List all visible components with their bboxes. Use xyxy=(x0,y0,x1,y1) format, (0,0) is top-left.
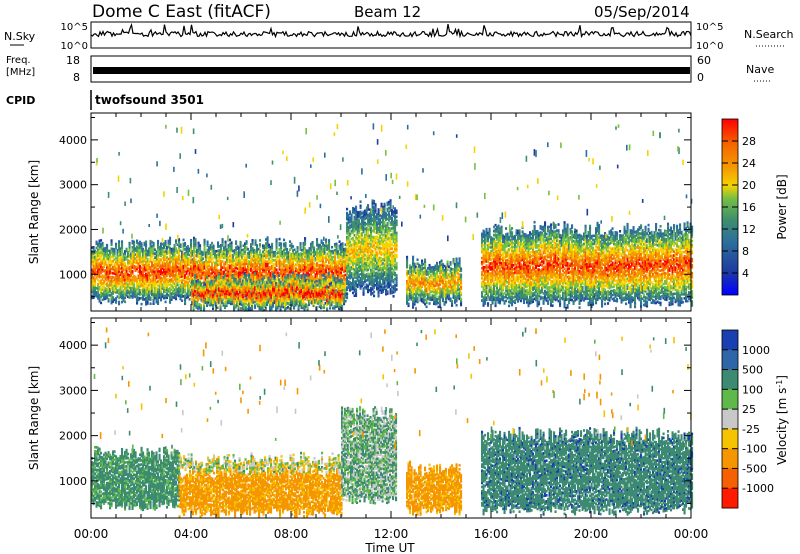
data-cell xyxy=(235,240,237,243)
data-cell xyxy=(150,302,152,305)
data-cell xyxy=(231,241,233,244)
nsearch-tick-top: 10^5 xyxy=(696,22,723,33)
data-cell xyxy=(121,240,123,243)
data-cell xyxy=(180,243,182,246)
data-cell xyxy=(108,298,110,301)
data-cell xyxy=(229,239,231,242)
data-cell xyxy=(211,242,213,245)
data-cell xyxy=(184,242,186,245)
nsearch-tick-bottom: 10^0 xyxy=(696,41,723,52)
data-cell xyxy=(252,239,254,242)
data-cell xyxy=(247,248,249,251)
data-cell xyxy=(169,237,171,240)
data-cell xyxy=(93,246,95,249)
freq-tick-bottom: 8 xyxy=(73,71,80,84)
data-cell xyxy=(207,241,209,244)
data-cell xyxy=(213,245,215,248)
station-title: Dome C East (fitACF) xyxy=(92,2,271,22)
cpid-panel: CPID twofsound 3501 xyxy=(6,90,204,110)
rti-figure: Dome C East (fitACF) Beam 12 05/Sep/2014… xyxy=(0,0,800,554)
data-cell xyxy=(175,239,177,242)
data-cell xyxy=(222,238,224,241)
data-cell xyxy=(165,301,167,304)
data-cell xyxy=(259,239,261,242)
power-data xyxy=(91,123,693,311)
data-cell xyxy=(145,241,147,244)
data-cell xyxy=(225,241,227,244)
nsearch-label: N.Search xyxy=(744,28,794,41)
data-cell xyxy=(259,243,261,246)
data-cell xyxy=(217,241,219,244)
data-cell xyxy=(150,296,152,299)
data-cell xyxy=(115,243,117,246)
freq-panel: Freq. [MHz] 18 8 60 0 Nave xyxy=(6,54,774,84)
freq-tick-top: 18 xyxy=(66,54,80,67)
nsky-label: N.Sky xyxy=(4,30,36,43)
nsky-tick-top: 10^5 xyxy=(61,22,88,33)
nave-tick-top: 60 xyxy=(697,54,711,67)
cpid-label: CPID xyxy=(6,94,35,107)
freq-label-line2: [MHz] xyxy=(6,67,35,78)
data-cell xyxy=(255,239,257,242)
data-cell xyxy=(259,249,261,252)
data-cell xyxy=(276,268,278,271)
data-cell xyxy=(181,299,183,302)
data-cell xyxy=(279,238,281,241)
data-cell xyxy=(174,244,176,247)
data-cell xyxy=(111,239,113,242)
data-cell xyxy=(183,239,185,242)
data-cell xyxy=(246,240,248,243)
data-cell xyxy=(189,298,191,301)
nsky-tick-bottom: 10^0 xyxy=(61,41,88,52)
freq-label-line1: Freq. xyxy=(6,55,31,66)
nave-tick-bottom: 0 xyxy=(697,71,704,84)
data-cell xyxy=(135,276,137,279)
data-cell xyxy=(124,262,126,265)
data-cell xyxy=(267,236,269,239)
data-cell xyxy=(118,301,120,304)
data-cell xyxy=(204,239,206,242)
data-cell xyxy=(199,244,201,247)
data-cell xyxy=(124,301,126,304)
data-cell xyxy=(141,303,143,306)
data-cell xyxy=(222,260,224,263)
data-cell xyxy=(133,241,135,244)
data-cell xyxy=(157,240,159,243)
data-cell xyxy=(112,296,114,299)
data-cell xyxy=(271,243,273,246)
nave-label: Nave xyxy=(746,63,774,76)
data-cell xyxy=(202,257,204,260)
data-cell xyxy=(165,240,167,243)
beam-label: Beam 12 xyxy=(354,3,421,21)
data-cell xyxy=(141,242,143,245)
data-cell xyxy=(136,240,138,243)
data-cell xyxy=(195,258,197,261)
freq-trace xyxy=(93,67,690,74)
data-cell xyxy=(126,248,128,251)
data-cell xyxy=(280,242,282,245)
data-cell xyxy=(276,238,278,241)
data-cell xyxy=(100,302,102,305)
data-cell xyxy=(198,242,200,245)
date-label: 05/Sep/2014 xyxy=(594,3,690,21)
data-cell xyxy=(132,270,134,273)
cpid-value: twofsound 3501 xyxy=(95,93,204,107)
data-cell xyxy=(256,244,258,247)
data-cell xyxy=(106,244,108,247)
nsky-panel: N.Sky 10^5 10^0 10^5 10^0 N.Search xyxy=(4,22,794,52)
data-cell xyxy=(190,239,192,242)
nsky-trace xyxy=(91,24,691,36)
data-cell xyxy=(129,242,131,245)
data-cell xyxy=(240,241,242,244)
data-cell xyxy=(118,240,120,243)
data-cell xyxy=(195,238,197,241)
data-cell xyxy=(187,245,189,248)
data-cell xyxy=(100,239,102,242)
data-cell xyxy=(102,242,104,245)
data-cell xyxy=(153,242,155,245)
